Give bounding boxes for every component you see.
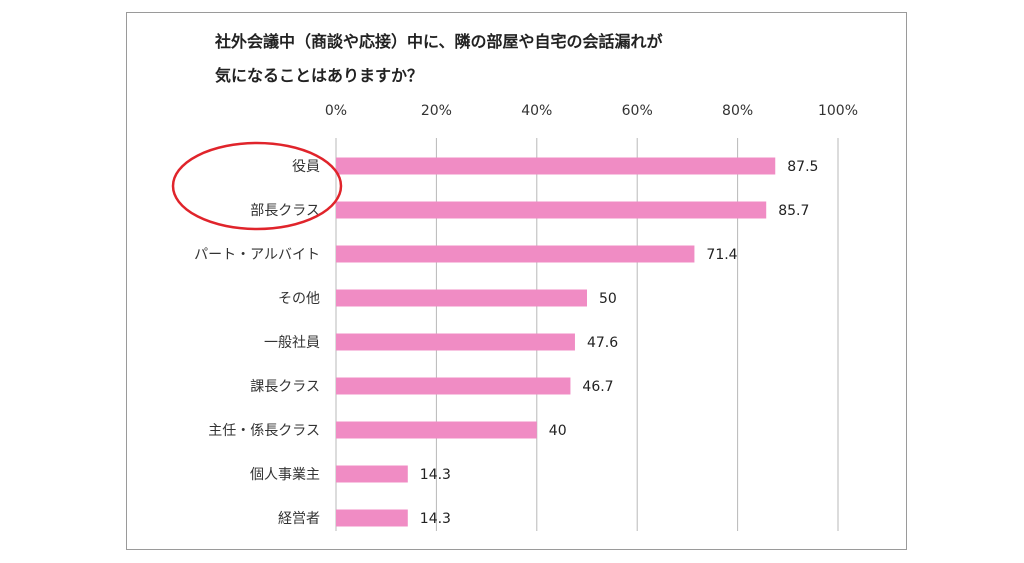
bar <box>336 245 695 263</box>
value-label: 46.7 <box>582 379 613 395</box>
highlight-ellipse <box>171 141 343 231</box>
value-label: 14.3 <box>420 511 451 527</box>
category-label: 個人事業主 <box>250 467 320 483</box>
bar <box>336 377 571 395</box>
chart-frame: 社外会議中（商談や応接）中に、隣の部屋や自宅の会話漏れが 気になることはありますか… <box>126 12 907 550</box>
bar <box>336 201 767 219</box>
tick-label: 100% <box>818 103 858 119</box>
bar <box>336 289 587 307</box>
category-label: その他 <box>278 291 320 307</box>
tick-label: 80% <box>722 103 753 119</box>
bars <box>336 157 776 527</box>
value-label: 47.6 <box>587 335 618 351</box>
bar <box>336 465 408 483</box>
tick-label: 0% <box>325 103 347 119</box>
tick-label: 20% <box>421 103 452 119</box>
category-label: パート・アルバイト <box>194 247 320 263</box>
value-label: 87.5 <box>787 159 818 175</box>
bar <box>336 157 776 175</box>
category-label: 経営者 <box>278 511 320 527</box>
value-label: 40 <box>549 423 567 439</box>
category-label: 役員 <box>292 159 320 175</box>
chart-title-line: 気になることはありますか？ <box>215 66 423 85</box>
chart-title-line: 社外会議中（商談や応接）中に、隣の部屋や自宅の会話漏れが <box>214 32 663 51</box>
value-label: 14.3 <box>420 467 451 483</box>
bar <box>336 333 575 351</box>
value-label: 71.4 <box>706 247 737 263</box>
x-axis-ticks: 0% 20% 40% 60% 80% 100% <box>325 103 858 119</box>
bar <box>336 421 537 439</box>
highlight-annotation <box>171 141 343 231</box>
category-labels: 役員部長クラスパート・アルバイトその他一般社員課長クラス主任・係長クラス個人事業… <box>194 159 320 527</box>
value-label: 50 <box>599 291 617 307</box>
tick-label: 40% <box>521 103 552 119</box>
value-labels: 87.5 85.7 71.4 50 47.6 46.7 40 14.3 14.3 <box>420 159 819 527</box>
bar <box>336 509 408 527</box>
tick-label: 60% <box>622 103 653 119</box>
chart-title: 社外会議中（商談や応接）中に、隣の部屋や自宅の会話漏れが気になることはありますか… <box>214 32 663 85</box>
bar-chart: 社外会議中（商談や応接）中に、隣の部屋や自宅の会話漏れが気になることはありますか… <box>171 32 858 531</box>
category-label: 部長クラス <box>250 203 320 219</box>
category-label: 一般社員 <box>264 335 320 351</box>
category-label: 課長クラス <box>250 379 320 395</box>
value-label: 85.7 <box>778 203 809 219</box>
category-label: 主任・係長クラス <box>208 423 320 439</box>
